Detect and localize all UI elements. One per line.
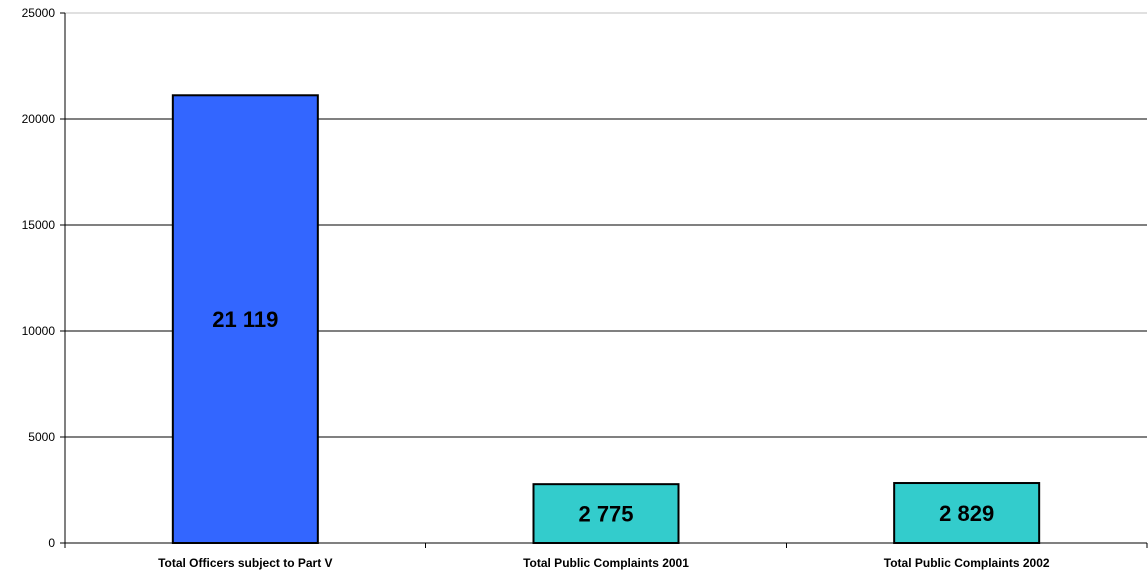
y-tick-label: 0 xyxy=(48,536,55,550)
data-label: 2 829 xyxy=(939,501,994,526)
data-label: 21 119 xyxy=(212,307,278,332)
x-tick-label: Total Officers subject to Part V xyxy=(158,556,332,570)
bar xyxy=(893,482,1041,545)
y-tick-label: 20000 xyxy=(22,112,56,126)
data-label: 2 775 xyxy=(578,502,633,527)
bar xyxy=(532,483,680,545)
x-tick-label: Total Public Complaints 2002 xyxy=(884,556,1050,570)
bars xyxy=(171,94,1041,545)
x-axis-ticks: Total Officers subject to Part V Total Pu… xyxy=(64,543,1148,570)
y-tick-label: 5000 xyxy=(28,430,55,444)
bar xyxy=(171,94,319,545)
y-tick-label: 10000 xyxy=(22,324,56,338)
x-tick-label: Total Public Complaints 2001 xyxy=(523,556,689,570)
y-tick-label: 15000 xyxy=(22,218,56,232)
data-labels: 21 119 2 775 2 829 xyxy=(212,307,994,526)
y-axis-ticks: 0 5000 10000 15000 20000 25000 xyxy=(22,6,65,550)
y-tick-label: 25000 xyxy=(22,6,56,20)
